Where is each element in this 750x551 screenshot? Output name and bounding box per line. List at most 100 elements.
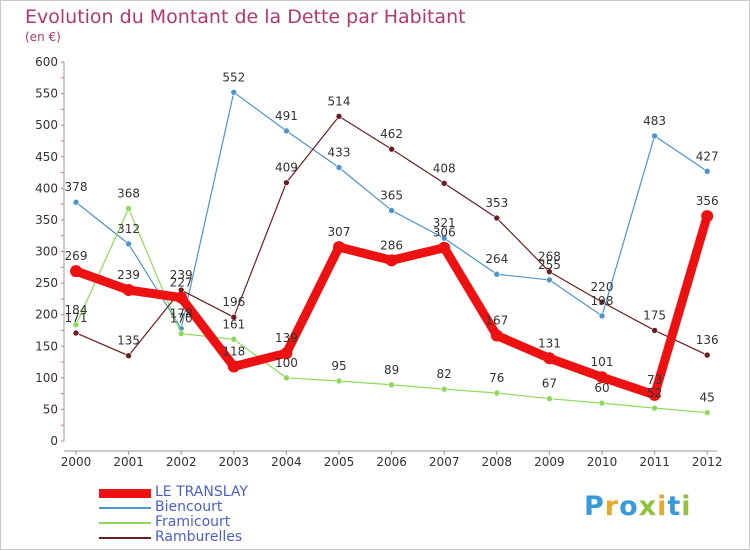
y-tick-label: 200 <box>35 308 58 322</box>
logo-letter: x <box>638 491 658 522</box>
data-label: 227 <box>170 276 193 290</box>
data-point <box>490 329 503 342</box>
legend-label: Ramburelles <box>155 529 243 545</box>
data-point <box>72 321 80 329</box>
logo-letter: r <box>604 491 620 522</box>
logo-letter: i <box>657 491 668 522</box>
x-tick-label: 2007 <box>429 455 460 469</box>
data-point <box>125 205 132 212</box>
data-point <box>493 389 501 397</box>
data-label: 196 <box>222 295 245 309</box>
data-point <box>440 385 448 393</box>
data-label: 353 <box>485 196 508 210</box>
data-label: 239 <box>170 268 193 282</box>
data-label: 483 <box>643 114 666 128</box>
data-point <box>493 270 501 278</box>
x-tick-label: 2012 <box>692 455 723 469</box>
data-label: 269 <box>65 249 88 263</box>
data-point <box>230 313 238 321</box>
data-point <box>72 198 80 206</box>
data-label: 356 <box>696 194 719 208</box>
chart-subtitle: (en €) <box>25 30 61 44</box>
data-point <box>72 329 80 337</box>
chart-title: Evolution du Montant de la Dette par Hab… <box>25 6 466 28</box>
y-tick-label: 250 <box>35 276 58 290</box>
data-point <box>388 145 395 153</box>
data-point <box>493 214 501 222</box>
data-point <box>122 284 135 297</box>
data-label: 178 <box>170 307 193 321</box>
data-label: 89 <box>384 363 399 377</box>
data-point <box>230 336 238 343</box>
data-label: 139 <box>275 331 298 345</box>
data-label: 306 <box>433 226 456 240</box>
data-point <box>283 127 290 135</box>
data-point <box>598 312 606 320</box>
data-label: 118 <box>222 344 245 358</box>
data-point <box>125 352 132 360</box>
data-label: 514 <box>328 94 351 108</box>
data-label: 100 <box>275 356 298 370</box>
y-tick-label: 100 <box>35 371 58 385</box>
data-point <box>438 241 451 254</box>
x-tick-label: 2001 <box>113 455 144 469</box>
data-label: 175 <box>643 308 666 322</box>
data-point <box>546 268 553 276</box>
data-label: 312 <box>117 222 140 236</box>
legend-swatch <box>99 522 151 524</box>
data-label: 220 <box>591 280 614 294</box>
x-tick-label: 2008 <box>482 455 513 469</box>
data-label: 171 <box>65 311 88 325</box>
legend-label: LE TRANSLAY <box>155 484 248 500</box>
data-label: 131 <box>538 336 561 350</box>
data-point <box>648 388 661 401</box>
data-label: 433 <box>328 145 351 159</box>
x-tick-label: 2000 <box>61 455 92 469</box>
data-point <box>335 113 343 120</box>
data-label: 378 <box>65 180 88 194</box>
data-label: 198 <box>591 294 614 308</box>
data-label: 365 <box>380 188 403 202</box>
y-tick-label: 400 <box>35 181 58 195</box>
data-label: 268 <box>538 250 561 264</box>
data-label: 255 <box>538 258 561 272</box>
data-point <box>333 241 345 254</box>
data-point <box>177 330 185 337</box>
legend-swatch <box>99 489 151 498</box>
data-point <box>280 347 293 360</box>
data-point <box>703 409 711 416</box>
y-tick-label: 500 <box>35 118 58 132</box>
y-tick-label: 350 <box>35 213 58 227</box>
data-point <box>546 276 553 284</box>
x-tick-label: 2006 <box>376 455 407 469</box>
legend-swatch <box>99 537 151 539</box>
x-tick-label: 2004 <box>271 455 302 469</box>
logo-letter: i <box>681 491 692 522</box>
data-point <box>385 254 398 267</box>
data-label: 239 <box>117 268 140 282</box>
data-point <box>543 352 556 365</box>
data-point <box>440 234 448 242</box>
data-point <box>388 207 395 214</box>
x-tick-label: 2003 <box>219 455 250 469</box>
y-tick-label: 50 <box>43 402 58 416</box>
data-label: 95 <box>331 359 346 373</box>
data-point <box>230 89 238 96</box>
y-tick-label: 300 <box>35 245 58 259</box>
y-tick-label: 150 <box>35 339 58 353</box>
data-point <box>175 291 188 304</box>
data-point <box>125 240 132 248</box>
data-point <box>546 395 553 402</box>
data-label: 427 <box>696 149 719 163</box>
x-tick-label: 2002 <box>166 455 197 469</box>
data-label: 76 <box>489 371 504 385</box>
y-tick-label: 450 <box>35 150 58 164</box>
y-tick-label: 600 <box>35 55 58 69</box>
data-label: 101 <box>591 355 614 369</box>
x-tick-label: 2005 <box>324 455 355 469</box>
data-label: 60 <box>594 381 609 395</box>
legend-label: Biencourt <box>155 499 223 515</box>
data-label: 462 <box>380 127 403 141</box>
data-label: 45 <box>700 391 715 405</box>
